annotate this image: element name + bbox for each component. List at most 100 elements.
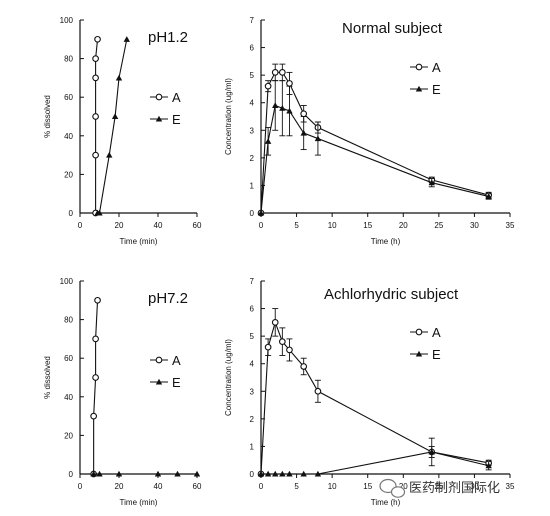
data-point-A bbox=[300, 110, 308, 118]
data-point-A bbox=[92, 374, 99, 381]
data-point-A bbox=[92, 335, 99, 343]
series-line-E bbox=[97, 39, 128, 214]
y-tick-label: 3 bbox=[250, 387, 255, 396]
series-line-A bbox=[95, 39, 99, 213]
data-point-E bbox=[300, 129, 307, 136]
x-tick-label: 10 bbox=[328, 221, 337, 230]
data-point-E bbox=[279, 105, 286, 111]
data-point-E bbox=[106, 151, 113, 158]
x-tick-label: 0 bbox=[78, 221, 83, 230]
data-point-E bbox=[272, 102, 279, 109]
y-tick-label: 2 bbox=[250, 154, 255, 163]
x-tick-label: 60 bbox=[193, 221, 202, 230]
data-point-E bbox=[96, 209, 103, 216]
y-tick-label: 3 bbox=[250, 126, 255, 135]
data-point-A bbox=[415, 63, 423, 71]
y-tick-label: 6 bbox=[250, 44, 255, 53]
y-tick-label: 4 bbox=[250, 99, 255, 108]
legend: AE bbox=[150, 90, 181, 127]
series-A bbox=[90, 296, 101, 478]
data-point-A bbox=[286, 80, 293, 87]
y-tick-label: 4 bbox=[250, 360, 255, 369]
x-tick-label: 25 bbox=[434, 221, 443, 230]
series-E bbox=[94, 36, 130, 216]
data-point-E bbox=[485, 193, 492, 200]
y-tick-label: 0 bbox=[69, 209, 74, 218]
y-tick-label: 6 bbox=[250, 305, 255, 314]
data-point-A bbox=[92, 113, 99, 120]
data-point-E bbox=[111, 113, 119, 120]
x-tick-label: 20 bbox=[115, 221, 124, 230]
x-tick-label: 40 bbox=[154, 221, 163, 230]
x-tick-label: 0 bbox=[259, 221, 264, 230]
y-tick-label: 60 bbox=[64, 93, 73, 102]
y-tick-label: 40 bbox=[64, 132, 73, 141]
data-point-E bbox=[264, 138, 272, 144]
data-point-A bbox=[415, 328, 423, 336]
data-point-A bbox=[155, 93, 163, 101]
x-tick-label: 15 bbox=[363, 482, 372, 491]
series-A bbox=[257, 308, 493, 478]
x-tick-label: 25 bbox=[434, 482, 443, 491]
series-line-E bbox=[261, 451, 489, 475]
data-point-E bbox=[90, 470, 97, 477]
data-point-E bbox=[155, 378, 163, 385]
series-line-A bbox=[260, 320, 489, 475]
bubble-small bbox=[390, 486, 406, 498]
data-point-A bbox=[264, 343, 272, 351]
data-point-E bbox=[115, 74, 123, 81]
data-point-A bbox=[271, 319, 279, 326]
data-point-E bbox=[279, 470, 286, 477]
legend-label: E bbox=[172, 112, 181, 127]
data-point-E bbox=[314, 135, 322, 142]
series-line-E bbox=[260, 104, 489, 214]
legend-label: A bbox=[172, 90, 181, 105]
data-point-A bbox=[92, 55, 99, 62]
panel-title: Normal subject bbox=[342, 20, 443, 37]
x-tick-label: 5 bbox=[294, 482, 299, 491]
y-tick-label: 0 bbox=[250, 470, 255, 479]
legend-label: E bbox=[432, 347, 441, 362]
series-A bbox=[92, 35, 101, 217]
y-tick-label: 1 bbox=[250, 181, 255, 190]
x-axis-title: Time (h) bbox=[371, 237, 401, 246]
data-point-E bbox=[428, 179, 435, 186]
y-tick-label: 0 bbox=[250, 209, 255, 218]
legend-label: A bbox=[172, 353, 181, 368]
y-tick-label: 60 bbox=[64, 354, 73, 363]
data-point-A bbox=[92, 151, 99, 159]
wechat-icon bbox=[379, 478, 406, 498]
y-tick-label: 100 bbox=[60, 16, 74, 25]
x-tick-label: 35 bbox=[506, 482, 515, 491]
panel-title: pH1.2 bbox=[148, 29, 188, 46]
data-point-E bbox=[272, 470, 279, 477]
data-point-E bbox=[428, 448, 435, 455]
chart-panel-p4: 0 1 2 3 4 5 6 7 0 5 10 15 20 25 30 35 Time (h) Concentrat… bbox=[224, 277, 515, 507]
panel-title: pH7.2 bbox=[148, 290, 188, 307]
x-tick-label: 60 bbox=[193, 482, 202, 491]
x-tick-label: 0 bbox=[78, 482, 83, 491]
data-point-E bbox=[115, 470, 123, 477]
x-tick-label: 20 bbox=[115, 482, 124, 491]
data-point-E bbox=[123, 36, 130, 42]
y-axis-title: Concentration (ug/ml) bbox=[224, 78, 233, 155]
legend-label: A bbox=[432, 60, 441, 75]
x-tick-label: 30 bbox=[470, 221, 479, 230]
x-axis-title: Time (min) bbox=[120, 498, 158, 507]
series-E bbox=[257, 80, 492, 216]
y-tick-label: 1 bbox=[250, 442, 255, 451]
data-point-A bbox=[278, 338, 286, 346]
chart-panel-p2: 0 1 2 3 4 5 6 7 0 5 10 15 20 25 30 35 Time (h) Concentrat… bbox=[224, 16, 515, 246]
series-A bbox=[257, 63, 493, 217]
x-tick-label: 35 bbox=[506, 221, 515, 230]
y-tick-label: 2 bbox=[250, 415, 255, 424]
y-tick-label: 7 bbox=[250, 277, 255, 286]
data-point-E bbox=[485, 462, 492, 469]
data-point-E bbox=[300, 470, 307, 477]
y-axis-title: Concentration (ug/ml) bbox=[224, 339, 233, 416]
data-point-A bbox=[286, 346, 293, 354]
watermark: 医药制剂国际化 bbox=[379, 478, 500, 498]
data-point-E bbox=[286, 470, 293, 477]
y-tick-label: 20 bbox=[64, 431, 73, 440]
